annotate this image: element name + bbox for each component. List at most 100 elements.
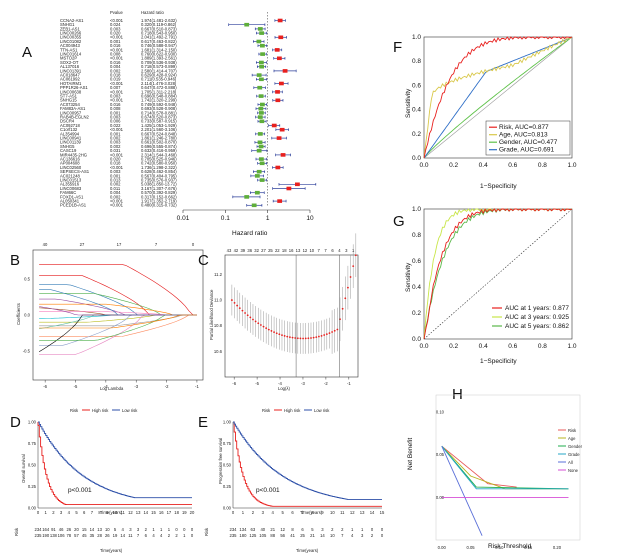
risk-count-high: 1: [351, 527, 354, 532]
risk-count-high: 234: [35, 527, 43, 532]
x-tick-label: 13: [136, 510, 141, 515]
risk-count-low: 235: [230, 533, 238, 538]
x-tick-label: 9: [106, 510, 109, 515]
deviance-point: [320, 334, 323, 337]
forest-x-label: Hazard ratio: [232, 230, 268, 237]
coefficient-path: [39, 303, 197, 316]
x-tick-label: 9: [321, 510, 324, 515]
x-tick-label: 19: [182, 510, 187, 515]
gene-hr-text: 0.320(0.119-0.862): [141, 22, 177, 27]
risk-count-high: 1: [160, 527, 163, 532]
gene-hr-text: 0.714(0.578-0.881): [141, 110, 177, 115]
axis-label-x-h: Risk Threshold: [488, 543, 532, 550]
gene-pvalue: <0.001: [110, 56, 124, 61]
x-tick-label: 12: [350, 510, 355, 515]
hr-point: [277, 18, 283, 23]
x-tick-label: 0.8: [538, 162, 547, 169]
hr-point: [280, 153, 286, 157]
top-tick-label: 39: [240, 248, 245, 253]
pvalue-header: Pvalue: [110, 10, 123, 15]
gene-hr-text: 2.580(1.414-4.707): [141, 68, 177, 73]
pvalue-e: p<0.001: [256, 487, 280, 494]
hr-point: [282, 69, 288, 73]
gene-pvalue: 0.003: [110, 115, 121, 120]
deviance-point: [257, 322, 260, 325]
risk-table-label-d: Risk: [14, 527, 19, 536]
legend-title-d: Risk: [70, 408, 79, 413]
gene-hr-text: 0.317(0.152-0.662): [141, 194, 177, 199]
risk-table-d: 2342351641909113846106267820571545143513…: [35, 527, 194, 538]
hr-point: [251, 203, 257, 208]
risk-count-high: 91: [51, 527, 56, 532]
risk-count-low: 14: [320, 533, 325, 538]
legend-low-e: Low risk: [314, 408, 330, 413]
panel-b-label: B: [10, 252, 20, 269]
gene-pvalue: 0.016: [110, 43, 121, 48]
gene-name: MSTO2P: [60, 56, 77, 61]
hr-point: [259, 178, 265, 182]
hr-point: [256, 39, 262, 44]
gene-pvalue: 0.031: [110, 148, 121, 153]
y-tick-label: 11.2: [214, 272, 223, 277]
dca-curve-risk: [441, 445, 517, 488]
roc-curves-g: 0.00.0 0.2 0.2 0.4 0.4 0.6 0.6 0.8 0.8 1.0 1.0: [412, 206, 577, 350]
legend-entry: Risk: [568, 428, 577, 433]
gene-name: AC061992: [60, 77, 80, 82]
deviance-point: [246, 314, 249, 317]
gene-name: AL355916: [60, 182, 80, 187]
y-tick-label: 0.25: [223, 484, 232, 489]
x-tick-label: 1: [45, 510, 48, 515]
risk-count-high: 3: [137, 527, 140, 532]
risk-count-high: 12: [280, 527, 285, 532]
gene-hr-text: 1.889(1.393-2.561): [141, 56, 177, 61]
hr-point: [257, 85, 263, 90]
x-tick-label: 6: [83, 510, 86, 515]
y-tick-label: 0.00: [223, 506, 232, 511]
risk-table-e: 2342351341806312540105218812568416255213…: [230, 527, 384, 538]
risk-count-high: 15: [82, 527, 87, 532]
gene-name: CASC19: [60, 148, 77, 153]
x-tick-label: 0.15: [524, 545, 533, 550]
x-tick-label: 10: [113, 510, 118, 515]
risk-count-low: 78: [66, 533, 71, 538]
hr-point: [259, 64, 265, 69]
y-tick-label: 11.0: [214, 297, 223, 302]
y-tick-label: 0.4: [412, 284, 421, 291]
deviance-point: [249, 316, 252, 319]
risk-table-x-label-e: Time(years): [296, 548, 319, 553]
hr-point: [258, 94, 264, 98]
panel-b-lasso-coefficients: B -6 -5 -4 -3 -2 -1 40 27 17 7 0 -0.5 0.0 0.5 Log Lam…: [10, 242, 204, 391]
gene-name: SNHG1: [60, 22, 75, 27]
coefficient-path: [39, 298, 197, 316]
gene-hr-text: 0.709(0.536-0.938): [141, 60, 177, 65]
y-tick-label: 0.5: [24, 276, 30, 281]
risk-count-high: 0: [381, 527, 384, 532]
risk-count-high: 0: [191, 527, 194, 532]
legend-entry: AUC at 1 years: 0.877: [505, 305, 569, 312]
risk-count-high: 21: [270, 527, 275, 532]
risk-count-high: 46: [59, 527, 64, 532]
risk-count-high: 2: [331, 527, 334, 532]
coefficient-path: [39, 314, 197, 319]
gene-name: PPP1R26-AS1: [60, 85, 88, 90]
gene-pvalue: 0.002: [110, 68, 121, 73]
panel-d-label: D: [10, 414, 21, 431]
deviance-point: [299, 337, 302, 340]
x-tick-label: 11: [121, 510, 126, 515]
risk-count-high: 40: [260, 527, 265, 532]
gene-pvalue: <0.001: [110, 152, 124, 157]
gene-pvalue: 0.020: [110, 31, 121, 36]
risk-count-low: 2: [175, 533, 178, 538]
x-tick-label: 0.6: [508, 343, 517, 350]
roc-legend-g: AUC at 1 years: 0.877 AUC at 3 years: 0.9…: [492, 305, 569, 330]
gene-hr-text: 0.696(0.548-0.884): [141, 94, 177, 99]
y-tick-label: 0.8: [412, 232, 421, 239]
gene-hr-text: 1.742(1.320-2.299): [141, 98, 177, 103]
gene-name: AL137016: [60, 64, 80, 69]
hr-point: [279, 127, 285, 132]
top-tick-label: 22: [275, 248, 280, 253]
gene-hr-text: 0.667(0.510-0.873): [141, 26, 177, 31]
gene-name: SEPSECS-AS1: [60, 169, 90, 174]
hr-point: [256, 148, 262, 153]
